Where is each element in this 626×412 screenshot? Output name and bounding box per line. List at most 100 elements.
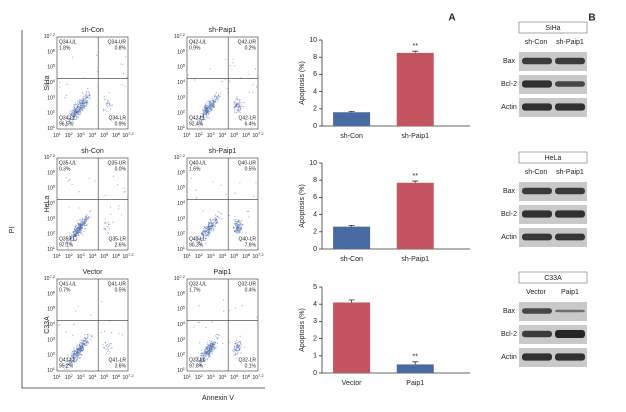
y-tick-label: 2 [313, 335, 317, 342]
dot [68, 119, 70, 121]
dot [83, 221, 85, 223]
dot [200, 119, 202, 121]
dot [209, 68, 211, 70]
dot [201, 113, 203, 115]
dot [208, 356, 210, 358]
log-tick-label: 101 [177, 124, 186, 132]
tick-base: 10 [177, 292, 183, 298]
dot [241, 101, 243, 103]
dot [108, 223, 110, 226]
dot [69, 109, 72, 112]
dot [86, 101, 88, 103]
dot [74, 115, 76, 118]
blot-strip [519, 98, 587, 117]
dot [209, 225, 211, 227]
dot [121, 214, 123, 216]
tick-base: 10 [174, 276, 180, 282]
tick-base: 10 [47, 126, 53, 132]
tick-base: 10 [47, 292, 53, 298]
dot [248, 73, 250, 75]
dot [234, 307, 237, 309]
dot [79, 219, 81, 221]
band [522, 187, 552, 195]
dot [84, 220, 86, 223]
dot [87, 97, 89, 99]
dot [210, 228, 212, 230]
dot [82, 349, 84, 351]
dot [79, 99, 81, 101]
log-tick-label: 105 [47, 63, 56, 71]
tick-exponent: 4 [183, 78, 186, 83]
dot [69, 118, 71, 120]
tick-base: 10 [47, 186, 53, 192]
dot [235, 103, 237, 106]
plot-frame [186, 278, 259, 372]
x-tick-label: Vector [342, 380, 363, 387]
log-tick-label: 103 [177, 93, 186, 101]
dot [205, 355, 207, 358]
dot [79, 228, 81, 231]
quadrant-name: Q32-LL [189, 357, 206, 363]
dot [242, 105, 245, 108]
dot [237, 221, 239, 223]
dot [65, 94, 68, 96]
dot [212, 227, 215, 229]
tick-exponent: 2 [200, 252, 203, 257]
dot [71, 351, 73, 353]
quadrant-percent: 7.6% [245, 242, 257, 248]
tick-base: 10 [177, 338, 183, 344]
dot [206, 230, 208, 232]
dot [68, 206, 70, 208]
lane-label: sh-Paip1 [556, 169, 584, 176]
dot [237, 106, 239, 108]
tick-exponent: 6 [183, 168, 186, 173]
dot [239, 335, 241, 337]
row-label: HeLa [44, 196, 51, 213]
dot [215, 337, 217, 339]
dot [198, 365, 200, 367]
dot [239, 110, 241, 112]
dot [67, 121, 69, 123]
dot [107, 349, 109, 351]
dot [110, 347, 113, 349]
dot [241, 106, 243, 108]
dot [85, 342, 88, 344]
plot-frame [186, 36, 259, 130]
dot [202, 361, 204, 363]
tick-base: 10 [177, 65, 183, 71]
dot [87, 100, 89, 102]
dot [214, 214, 216, 216]
dot [204, 229, 206, 232]
dot [72, 233, 74, 236]
dot [217, 338, 219, 340]
tick-exponent: 4 [183, 320, 186, 325]
dot [204, 350, 206, 353]
log-tick-label: 106 [47, 289, 56, 297]
dot [206, 351, 209, 353]
dot [215, 95, 217, 97]
dot [67, 358, 69, 360]
tick-exponent: 6 [118, 252, 121, 257]
dot [87, 217, 89, 219]
dot [197, 123, 199, 125]
tick-exponent: 5 [53, 63, 56, 68]
dot [204, 235, 207, 237]
dot [79, 105, 81, 107]
tick-base: 10 [242, 254, 248, 260]
dot [74, 111, 76, 113]
dot [118, 332, 120, 334]
tick-exponent: 6 [183, 47, 186, 52]
log-tick-label: 102 [177, 230, 186, 238]
log-tick-label: 102 [195, 131, 204, 139]
log-tick-label: 102 [65, 373, 74, 381]
dot [70, 114, 72, 116]
dot [237, 345, 239, 347]
dot [247, 210, 249, 213]
tick-exponent: 5 [53, 305, 56, 310]
dot [77, 231, 79, 233]
dot [203, 354, 206, 356]
dot [208, 103, 211, 105]
dot [69, 362, 72, 364]
dot [106, 343, 108, 346]
dot [107, 346, 109, 348]
